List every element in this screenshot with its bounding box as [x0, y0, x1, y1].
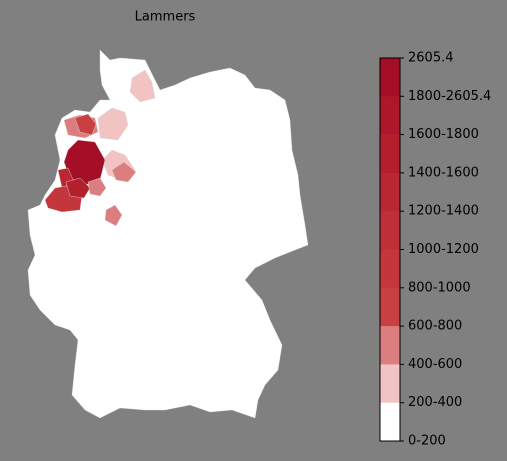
region — [87, 177, 107, 197]
colorbar-segment — [380, 402, 400, 442]
colorbar-segment — [380, 172, 400, 212]
colorbar-label: 1200-1400 — [408, 204, 479, 219]
colorbar-label: 0-200 — [408, 434, 446, 449]
region — [104, 204, 123, 227]
colorbar-label: 1800-2605.4 — [408, 89, 491, 104]
region — [65, 177, 91, 199]
colorbar-segment — [380, 249, 400, 289]
colorbar-label: 1000-1200 — [408, 242, 479, 257]
region — [129, 69, 156, 103]
colorbar-label: 1600-1800 — [408, 127, 479, 142]
region — [97, 107, 129, 141]
colorbar-label: 800-1000 — [408, 280, 471, 295]
country-outline — [27, 49, 309, 419]
map-title: Lammers — [135, 10, 196, 25]
colorbar-label: 1400-1600 — [408, 165, 479, 180]
colorbar-segment — [380, 211, 400, 250]
colorbar-label: 200-400 — [408, 395, 462, 410]
colorbar-label: 600-800 — [408, 319, 462, 334]
colorbar-label: 400-600 — [408, 357, 462, 372]
colorbar-segment — [380, 287, 400, 327]
colorbar: 2605.4 1800-2605.4 1600-1800 1400-1600 1200-… — [379, 51, 491, 449]
colorbar-segment — [380, 326, 400, 365]
region — [111, 161, 137, 183]
colorbar-segment — [380, 134, 400, 174]
colorbar-label: 2605.4 — [408, 51, 454, 66]
germany-map — [27, 49, 309, 419]
colorbar-segment — [380, 364, 400, 404]
colorbar-segment — [380, 58, 400, 97]
colorbar-segment — [380, 96, 400, 136]
region — [74, 113, 97, 136]
